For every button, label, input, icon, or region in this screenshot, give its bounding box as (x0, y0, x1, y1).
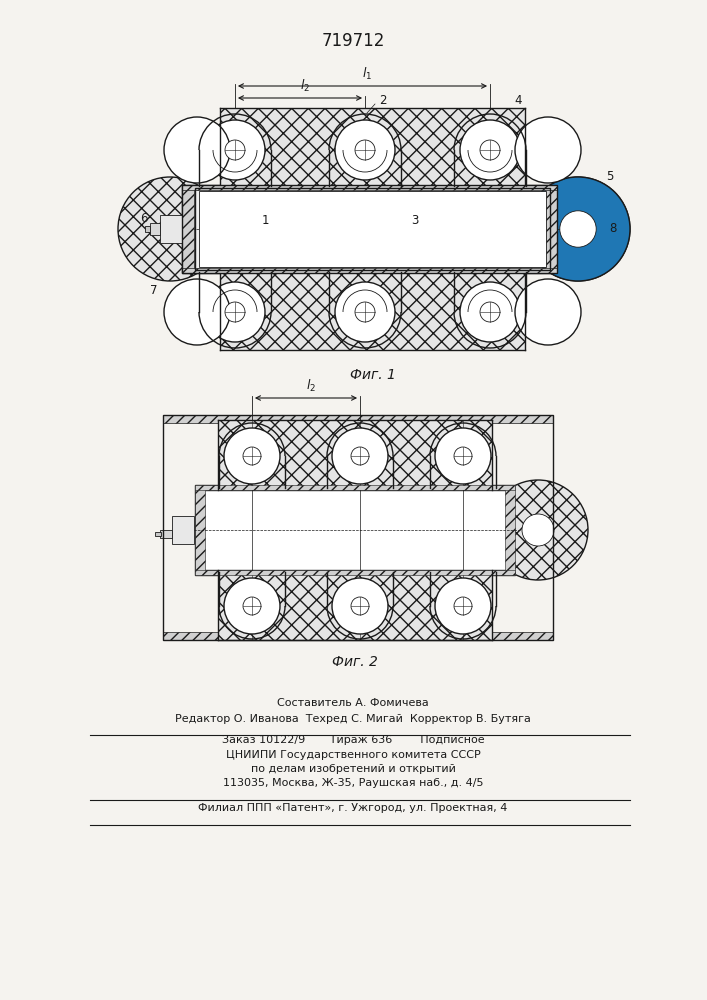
Circle shape (522, 514, 554, 546)
Text: 6: 6 (140, 213, 148, 226)
Circle shape (224, 578, 280, 634)
Bar (195, 188, 550, 270)
Bar (220, 108, 525, 188)
Text: 8: 8 (609, 223, 617, 235)
Text: ЦНИИПИ Государственного комитета СССР: ЦНИИПИ Государственного комитета СССР (226, 750, 480, 760)
Text: 3: 3 (411, 215, 419, 228)
Bar (182, 185, 194, 273)
Bar (545, 185, 557, 273)
Bar (218, 570, 492, 640)
Bar (182, 185, 557, 190)
Circle shape (243, 597, 261, 615)
Bar (182, 268, 557, 273)
Circle shape (526, 177, 630, 281)
Circle shape (225, 302, 245, 322)
Bar (160, 215, 182, 243)
Bar (182, 185, 557, 273)
Text: 7: 7 (151, 284, 158, 296)
Text: 4: 4 (514, 94, 522, 106)
Circle shape (225, 140, 245, 160)
Text: 2: 2 (379, 94, 387, 106)
Circle shape (351, 447, 369, 465)
Bar (160, 530, 172, 538)
Bar (150, 223, 160, 235)
Bar (220, 270, 525, 350)
Circle shape (205, 120, 265, 180)
Bar (163, 632, 553, 640)
Bar (218, 420, 492, 490)
Bar (195, 485, 205, 575)
Circle shape (515, 279, 581, 345)
Bar (195, 570, 515, 575)
Circle shape (243, 447, 261, 465)
Circle shape (480, 302, 500, 322)
Circle shape (118, 177, 222, 281)
Text: Фиг. 1: Фиг. 1 (349, 368, 395, 382)
Circle shape (224, 428, 280, 484)
Bar (505, 485, 515, 575)
Bar (200, 490, 510, 570)
Circle shape (488, 480, 588, 580)
Text: Филиал ППП «Патент», г. Ужгород, ул. Проектная, 4: Филиал ППП «Патент», г. Ужгород, ул. Про… (198, 803, 508, 813)
Circle shape (454, 447, 472, 465)
Text: $l_2$: $l_2$ (300, 78, 310, 94)
Circle shape (560, 211, 596, 247)
Circle shape (435, 428, 491, 484)
Text: Фиг. 2: Фиг. 2 (332, 655, 378, 669)
Text: 5: 5 (607, 169, 614, 182)
Bar (195, 485, 515, 490)
Text: Заказ 10122/9       Тираж 636        Подписное: Заказ 10122/9 Тираж 636 Подписное (222, 735, 484, 745)
Circle shape (164, 117, 230, 183)
Circle shape (332, 578, 388, 634)
Circle shape (335, 120, 395, 180)
Bar (203, 192, 542, 266)
Circle shape (460, 282, 520, 342)
Text: Редактор О. Иванова  Техред С. Мигай  Корректор В. Бутяга: Редактор О. Иванова Техред С. Мигай Корр… (175, 714, 531, 724)
Circle shape (355, 140, 375, 160)
Text: 719712: 719712 (321, 32, 385, 50)
Bar (163, 415, 553, 640)
Bar (182, 185, 557, 273)
Text: по делам изобретений и открытий: по делам изобретений и открытий (250, 764, 455, 774)
Circle shape (526, 177, 630, 281)
Bar (163, 415, 553, 423)
Circle shape (351, 597, 369, 615)
Bar (155, 532, 161, 536)
Circle shape (335, 282, 395, 342)
Circle shape (355, 302, 375, 322)
Text: 113035, Москва, Ж-35, Раушская наб., д. 4/5: 113035, Москва, Ж-35, Раушская наб., д. … (223, 778, 484, 788)
Circle shape (454, 597, 472, 615)
Bar (172, 516, 194, 544)
Text: $l_2$: $l_2$ (306, 378, 316, 394)
Circle shape (164, 279, 230, 345)
Circle shape (332, 428, 388, 484)
Bar (199, 191, 546, 267)
Circle shape (460, 120, 520, 180)
Text: $l_1$: $l_1$ (363, 66, 373, 82)
Circle shape (480, 140, 500, 160)
Circle shape (435, 578, 491, 634)
Circle shape (515, 117, 581, 183)
Bar (195, 485, 515, 575)
Bar (145, 226, 150, 232)
Circle shape (205, 282, 265, 342)
Text: 1: 1 (262, 215, 269, 228)
Text: Составитель А. Фомичева: Составитель А. Фомичева (277, 698, 429, 708)
